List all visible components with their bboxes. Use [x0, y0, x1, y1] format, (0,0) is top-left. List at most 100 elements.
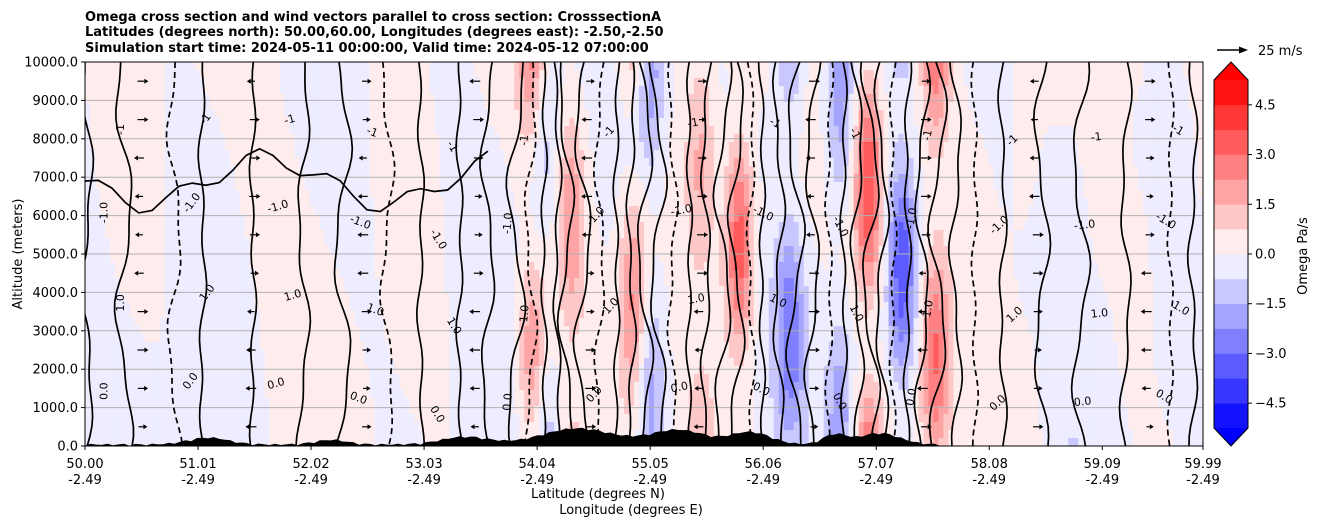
omega-fill-cell — [404, 198, 410, 207]
omega-fill-cell — [1128, 174, 1134, 183]
omega-fill-cell — [1093, 214, 1099, 223]
omega-fill-cell — [698, 206, 705, 215]
omega-fill-cell — [1128, 70, 1134, 79]
omega-fill-cell — [823, 166, 830, 175]
omega-fill-cell — [1068, 206, 1074, 215]
omega-fill-cell — [344, 102, 350, 111]
omega-fill-cell — [499, 94, 505, 103]
omega-fill-cell — [419, 62, 425, 71]
omega-fill-cell — [1018, 150, 1024, 159]
omega-fill-cell — [898, 78, 904, 87]
omega-fill-cell — [409, 118, 415, 127]
omega-fill-cell — [254, 150, 261, 159]
omega-fill-cell — [609, 78, 615, 87]
omega-fill-cell — [813, 102, 820, 111]
omega-fill-cell — [559, 198, 565, 207]
omega-fill-cell — [1143, 222, 1149, 231]
omega-fill-cell — [1058, 86, 1064, 95]
omega-fill-cell — [968, 230, 974, 239]
omega-fill-cell — [254, 102, 261, 111]
omega-fill-cell — [698, 102, 705, 111]
omega-fill-cell — [114, 174, 121, 183]
omega-fill-cell — [509, 198, 515, 207]
omega-fill-cell — [279, 190, 286, 199]
omega-fill-cell — [539, 102, 545, 111]
omega-fill-cell — [94, 150, 101, 159]
omega-fill-cell — [504, 214, 510, 223]
omega-fill-cell — [174, 158, 181, 167]
omega-fill-cell — [249, 214, 256, 223]
omega-fill-cell — [1143, 198, 1149, 207]
omega-fill-cell — [748, 134, 755, 143]
omega-fill-cell — [1023, 134, 1029, 143]
omega-fill-cell — [589, 86, 595, 95]
omega-fill-cell — [149, 214, 156, 223]
omega-fill-cell — [823, 118, 830, 127]
omega-fill-cell — [878, 182, 884, 191]
omega-fill-cell — [998, 102, 1004, 111]
omega-fill-cell — [1193, 214, 1199, 223]
omega-fill-cell — [479, 230, 485, 239]
omega-fill-cell — [399, 78, 405, 87]
omega-fill-cell — [1088, 174, 1094, 183]
omega-fill-cell — [793, 126, 800, 135]
omega-fill-cell — [918, 214, 924, 223]
omega-fill-cell — [379, 70, 385, 79]
omega-fill-cell — [823, 86, 830, 95]
omega-fill-cell — [723, 150, 730, 159]
omega-fill-cell — [763, 206, 770, 215]
omega-fill-cell — [639, 78, 645, 87]
omega-fill-cell — [514, 222, 520, 231]
omega-fill-cell — [1168, 142, 1174, 151]
omega-fill-cell — [129, 94, 136, 103]
omega-fill-cell — [604, 190, 610, 199]
omega-fill-cell — [159, 238, 166, 247]
omega-fill-cell — [1033, 62, 1039, 71]
omega-fill-cell — [609, 62, 615, 71]
omega-fill-cell — [898, 214, 904, 223]
omega-fill-cell — [863, 222, 869, 231]
omega-fill-cell — [544, 182, 550, 191]
omega-fill-cell — [269, 110, 276, 119]
omega-fill-cell — [1153, 70, 1159, 79]
omega-fill-cell — [409, 190, 415, 199]
omega-fill-cell — [224, 206, 231, 215]
omega-fill-cell — [993, 190, 999, 199]
omega-fill-cell — [244, 142, 251, 151]
omega-fill-cell — [399, 198, 405, 207]
omega-fill-cell — [429, 230, 435, 239]
omega-fill-cell — [569, 94, 575, 103]
omega-fill-cell — [359, 198, 365, 207]
omega-fill-cell — [344, 182, 350, 191]
omega-fill-cell — [1138, 62, 1144, 71]
omega-fill-cell — [634, 126, 640, 135]
omega-fill-cell — [384, 142, 390, 151]
omega-fill-cell — [648, 126, 655, 135]
omega-fill-cell — [1078, 94, 1084, 103]
omega-fill-cell — [344, 134, 350, 143]
omega-fill-cell — [584, 118, 590, 127]
omega-fill-cell — [619, 126, 625, 135]
omega-fill-cell — [499, 182, 505, 191]
omega-fill-cell — [234, 94, 241, 103]
omega-fill-cell — [893, 134, 899, 143]
omega-fill-cell — [629, 134, 635, 143]
omega-fill-cell — [279, 94, 286, 103]
omega-fill-cell — [953, 134, 959, 143]
omega-fill-cell — [539, 86, 545, 95]
omega-fill-cell — [978, 142, 984, 151]
omega-fill-cell — [1118, 206, 1124, 215]
omega-fill-cell — [319, 214, 325, 223]
omega-fill-cell — [529, 70, 535, 79]
omega-fill-cell — [619, 70, 625, 79]
omega-fill-cell — [569, 86, 575, 95]
omega-fill-cell — [329, 110, 335, 119]
omega-fill-cell — [738, 166, 745, 175]
omega-fill-cell — [983, 62, 989, 71]
omega-fill-cell — [953, 174, 959, 183]
omega-fill-cell — [723, 118, 730, 127]
omega-fill-cell — [703, 70, 710, 79]
omega-fill-cell — [579, 198, 585, 207]
omega-fill-cell — [329, 150, 335, 159]
omega-fill-cell — [234, 150, 241, 159]
